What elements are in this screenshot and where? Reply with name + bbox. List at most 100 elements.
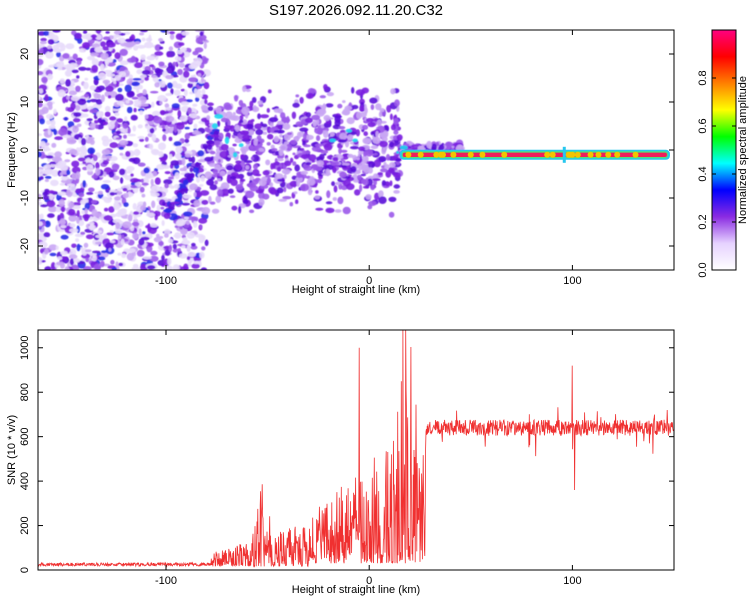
- spectrogram-cell: [137, 124, 143, 129]
- spectrogram-cell: [80, 231, 86, 235]
- spectrogram-cell: [73, 112, 82, 117]
- spectrogram-cell: [280, 112, 286, 119]
- spectrogram-cell: [180, 188, 185, 191]
- spectrogram-cell: [131, 266, 140, 270]
- colorbar-gradient: [711, 29, 737, 271]
- spectrogram-cell: [163, 213, 171, 219]
- spectrogram-cell: [79, 48, 87, 53]
- spectrogram-cell: [269, 188, 278, 195]
- spectrogram-cell: [56, 42, 65, 48]
- spectrogram-cell: [104, 155, 112, 159]
- spectrogram-cell: [89, 85, 97, 91]
- spectrogram-cell: [315, 207, 324, 211]
- spectrogram-cell: [122, 187, 128, 192]
- spectrogram-cell: [379, 140, 388, 148]
- steady-line-spot: [501, 151, 508, 158]
- spectrogram-cell: [206, 140, 215, 145]
- spectrogram-cell: [183, 211, 193, 217]
- spectrogram-cell: [237, 106, 243, 110]
- spectrogram-cell: [82, 166, 88, 171]
- figure-title: S197.2026.092.11.20.C32: [269, 2, 443, 19]
- spectrogram-cell: [170, 201, 180, 205]
- spectrogram-cell: [362, 137, 371, 145]
- spectrogram-cell: [69, 148, 78, 155]
- spectrogram-cell: [104, 207, 109, 212]
- spectrogram-cell: [109, 142, 118, 149]
- spectrogram-cell: [183, 143, 191, 147]
- spectrogram-cell: [38, 260, 43, 265]
- spectrogram-cell: [184, 126, 190, 130]
- spectrogram-cell: [91, 255, 97, 262]
- spectrogram-cell: [171, 80, 178, 88]
- spectrogram-cell: [390, 124, 396, 131]
- spectrogram-cell: [116, 191, 123, 195]
- spectrogram-cell: [83, 198, 89, 204]
- spectrogram-cell: [84, 155, 94, 160]
- spectrogram-cell: [109, 116, 117, 121]
- spectrogram-cell: [122, 123, 129, 129]
- spectrogram-cell: [56, 261, 64, 266]
- spectrogram-cell: [159, 80, 166, 88]
- spectrogram-cell: [146, 242, 154, 247]
- spectrogram-cell: [100, 52, 109, 60]
- spectrogram-cell: [116, 187, 123, 192]
- spectrogram-cell: [334, 209, 342, 213]
- spectrogram-cell: [156, 204, 161, 212]
- spectrogram-cell: [99, 260, 105, 268]
- spectrogram-cell: [293, 191, 298, 195]
- spectrogram-cell: [106, 232, 115, 236]
- spectrogram-cell: [132, 263, 139, 268]
- spectrogram-cell: [126, 57, 137, 63]
- spectrogram-cell: [249, 100, 254, 108]
- spectrogram-cell: [183, 70, 190, 78]
- spectrogram-cell: [282, 196, 292, 200]
- spectrogram-cell: [141, 37, 146, 42]
- spectrogram-cell: [112, 175, 120, 181]
- spectrogram-cell: [89, 108, 98, 114]
- spectrogram-cell: [145, 125, 153, 129]
- steady-line-spot: [614, 151, 621, 158]
- spectrogram-cell: [378, 196, 387, 204]
- spectrogram-cell: [315, 190, 319, 194]
- spectrogram-cell: [146, 245, 153, 253]
- spectrogram-cell: [319, 95, 326, 99]
- spectrogram-cell: [87, 136, 95, 141]
- spectrogram-cell: [360, 173, 366, 177]
- spectrogram-cell: [50, 262, 56, 270]
- spectrogram-cell: [113, 30, 122, 35]
- spectrogram-cell: [142, 256, 152, 260]
- spectrogram-cell: [75, 105, 81, 111]
- spectrogram-cell: [389, 168, 395, 174]
- spectrogram-cell: [86, 118, 93, 122]
- spectrogram-cell: [198, 217, 208, 224]
- spectrogram-cell: [239, 178, 246, 182]
- spectrogram-y-tick-label: 20: [19, 48, 31, 60]
- spectrogram-cell: [171, 103, 180, 109]
- spectrogram-cell: [40, 37, 47, 42]
- spectrogram-cell: [86, 164, 94, 172]
- spectrogram-cell: [364, 107, 368, 115]
- spectrogram-cell: [339, 132, 348, 140]
- spectrogram-cell: [192, 50, 199, 56]
- spectrogram-cell: [110, 259, 115, 265]
- spectrogram-cell: [82, 266, 92, 270]
- spectrogram-cell: [141, 193, 146, 198]
- spectrogram-cell: [159, 46, 164, 50]
- spectrogram-cell: [254, 123, 263, 130]
- steady-line-spot: [549, 151, 556, 158]
- spectrogram-cell: [87, 147, 96, 155]
- spectrogram-cell: [189, 183, 198, 191]
- spectrogram-cell: [140, 54, 146, 61]
- spectrogram-cell: [206, 115, 211, 121]
- spectrogram-cell: [179, 226, 183, 230]
- spectrogram-cell: [161, 254, 165, 261]
- spectrogram-cell: [162, 201, 166, 206]
- spectrogram-cell: [164, 171, 171, 175]
- spectrogram-cell: [87, 55, 95, 61]
- spectrogram-cell: [226, 164, 234, 171]
- spectrogram-cell: [292, 152, 296, 156]
- spectrogram-cell: [166, 66, 175, 74]
- spectrogram-cell: [95, 234, 104, 239]
- spectrogram-cell: [356, 157, 360, 161]
- spectrogram-cell: [386, 105, 392, 113]
